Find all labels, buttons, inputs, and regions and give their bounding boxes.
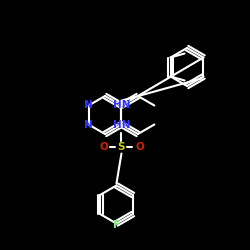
Text: HN: HN [113, 120, 130, 130]
Text: N: N [84, 100, 93, 110]
Text: N: N [84, 120, 93, 130]
Text: S: S [118, 142, 125, 152]
Text: HN: HN [113, 100, 130, 110]
Text: F: F [113, 220, 120, 230]
Text: O: O [99, 142, 108, 152]
Text: O: O [135, 142, 144, 152]
